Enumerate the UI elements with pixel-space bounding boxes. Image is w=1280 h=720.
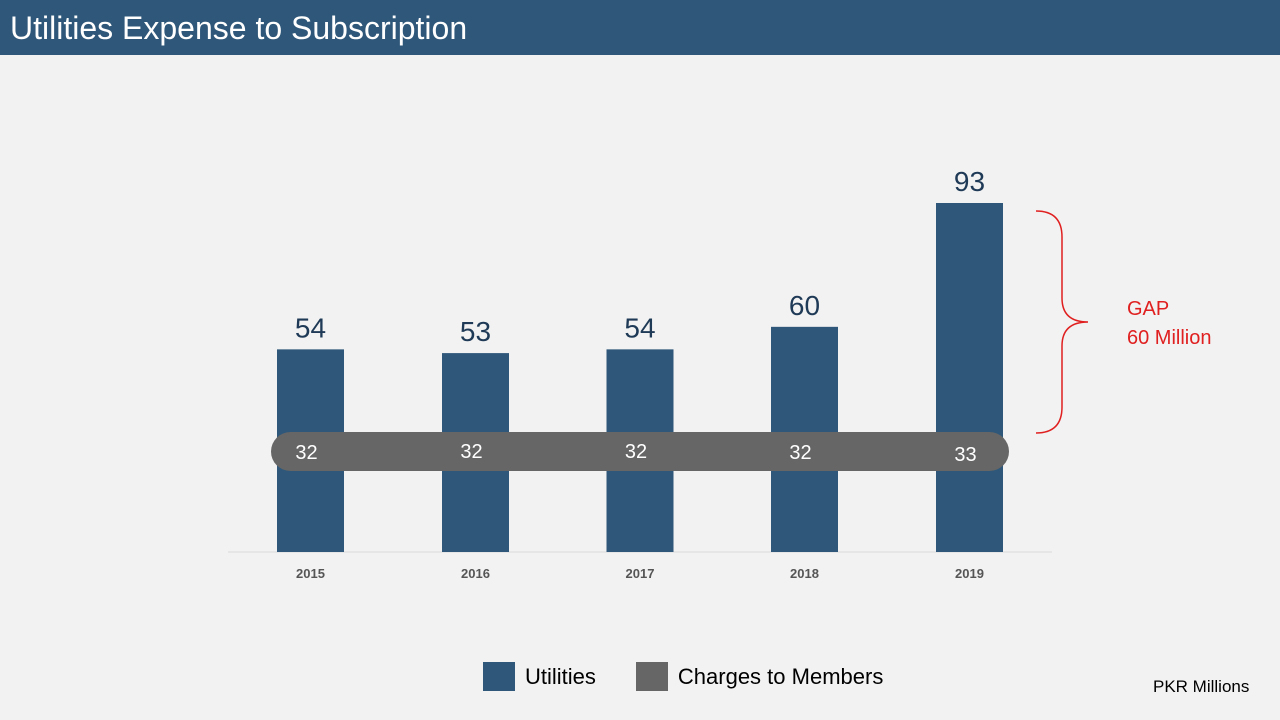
legend-label-charges: Charges to Members bbox=[677, 663, 884, 689]
header-bar: Utilities Expense to Subscription bbox=[0, 0, 1280, 55]
gap-brace bbox=[1035, 210, 1089, 434]
charges-band bbox=[271, 432, 1009, 471]
legend-swatch-charges bbox=[635, 662, 668, 691]
bar-utilities-2019 bbox=[936, 203, 1003, 552]
legend-item-charges: Charges to Members bbox=[635, 662, 884, 691]
x-tick-label-2016: 2016 bbox=[461, 566, 490, 581]
value-label-charges-2015: 32 bbox=[295, 442, 317, 464]
x-tick-label-2018: 2018 bbox=[790, 566, 819, 581]
value-label-charges-2017: 32 bbox=[625, 441, 647, 463]
value-label-utilities-2015: 54 bbox=[295, 312, 326, 343]
legend-item-utilities: Utilities bbox=[483, 662, 596, 691]
x-tick-label-2019: 2019 bbox=[955, 566, 984, 581]
gap-label: GAP bbox=[1127, 298, 1169, 320]
value-label-charges-2016: 32 bbox=[460, 441, 482, 463]
gap-value-label: 60 Million bbox=[1127, 327, 1211, 349]
value-label-charges-2018: 32 bbox=[789, 442, 811, 464]
value-label-utilities-2017: 54 bbox=[624, 312, 655, 343]
value-label-utilities-2016: 53 bbox=[460, 316, 491, 347]
value-label-utilities-2018: 60 bbox=[789, 290, 820, 321]
legend-swatch-utilities bbox=[483, 662, 515, 691]
x-tick-label-2017: 2017 bbox=[626, 566, 655, 581]
value-label-charges-2019: 33 bbox=[954, 444, 976, 466]
value-label-utilities-2019: 93 bbox=[954, 166, 985, 197]
legend: Utilities Charges to Members bbox=[483, 662, 923, 691]
page-title: Utilities Expense to Subscription bbox=[10, 10, 468, 46]
legend-label-utilities: Utilities bbox=[525, 663, 596, 689]
units-note: PKR Millions bbox=[1153, 677, 1250, 696]
x-tick-label-2015: 2015 bbox=[296, 566, 325, 581]
